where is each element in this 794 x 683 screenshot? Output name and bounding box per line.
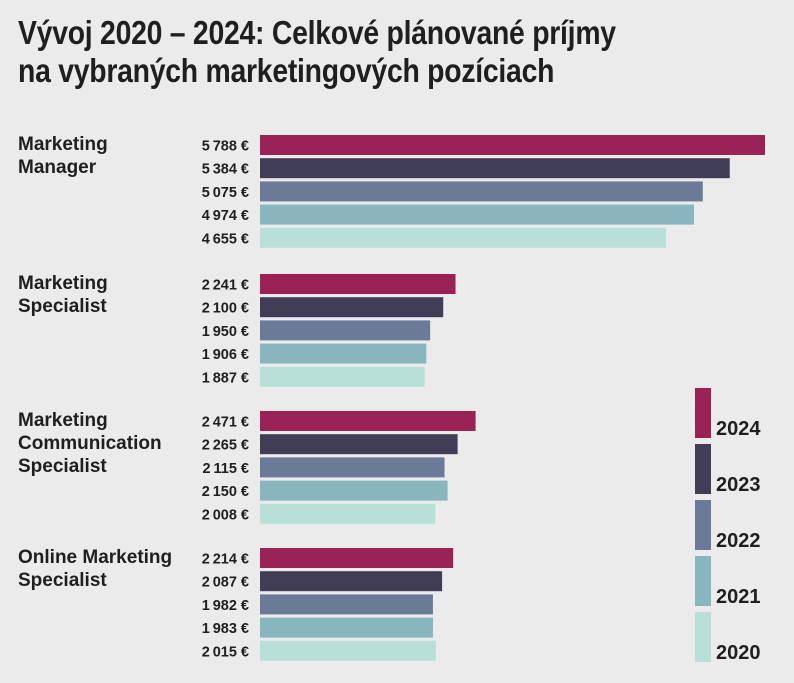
legend-label: 2024 (716, 418, 761, 440)
value-label: 1 982 € (202, 598, 249, 614)
legend-swatch-2023 (695, 444, 711, 494)
category-label-line: Manager (18, 157, 97, 178)
chart-title: Vývoj 2020 – 2024: Celkové plánované prí… (18, 14, 672, 90)
bar-2020 (260, 227, 667, 248)
category-label: Marketing Specialist (18, 273, 108, 317)
bar-2024 (260, 411, 476, 431)
value-label: 2 087 € (202, 575, 249, 591)
category-label: Marketing Communication Specialist (18, 410, 162, 477)
value-label: 2 015 € (202, 644, 249, 660)
value-label: 2 471 € (202, 415, 249, 431)
bar-2021 (260, 343, 427, 364)
value-label: 4 655 € (202, 231, 249, 247)
legend-label: 2021 (716, 586, 761, 608)
bar-2024 (260, 274, 456, 294)
bar-2020 (260, 503, 436, 524)
value-label: 1 906 € (202, 347, 249, 363)
legend-swatch-2022 (695, 500, 711, 550)
category-label-line: Online Marketing (18, 547, 172, 568)
bar-2024 (260, 548, 454, 568)
value-label: 5 075 € (202, 185, 249, 201)
bar-2021 (260, 480, 448, 501)
bar-2023 (260, 434, 458, 455)
value-label: 4 974 € (202, 208, 249, 224)
category-label: Online Marketing Specialist (18, 547, 172, 591)
bar-2022 (260, 457, 445, 478)
category-label-line: Marketing (18, 273, 108, 294)
bar-2020 (260, 640, 436, 661)
value-label: 1 887 € (202, 370, 249, 386)
value-label: 1 983 € (202, 621, 249, 637)
bar-2021 (260, 204, 694, 225)
bar-2021 (260, 617, 434, 638)
value-label: 5 788 € (202, 139, 249, 155)
legend-swatch-2020 (695, 612, 711, 662)
value-label: 2 008 € (202, 507, 249, 523)
bar-2023 (260, 158, 730, 179)
bar-2024 (260, 135, 765, 155)
bar-2022 (260, 181, 703, 202)
chart-title-line-2: na vybraných marketingových pozíciach (18, 52, 555, 89)
legend-label: 2020 (716, 642, 761, 664)
legend-label: 2023 (716, 474, 761, 496)
legend-swatch-2024 (695, 388, 711, 438)
category-label-line: Specialist (18, 456, 107, 477)
chart-title-line-1: Vývoj 2020 – 2024: Celkové plánované prí… (18, 14, 616, 51)
category-label-line: Communication (18, 433, 162, 454)
category-label-line: Marketing (18, 134, 108, 155)
legend-label: 2022 (716, 530, 761, 552)
bar-2022 (260, 320, 431, 341)
value-label: 2 265 € (202, 438, 249, 454)
bar-2023 (260, 571, 443, 592)
category-label-line: Specialist (18, 570, 107, 591)
bar-2023 (260, 297, 444, 318)
category-label: Marketing Manager (18, 134, 108, 178)
value-label: 1 950 € (202, 324, 249, 340)
value-label: 2 100 € (202, 301, 249, 317)
category-label-line: Marketing (18, 410, 108, 431)
value-label: 5 384 € (202, 162, 249, 178)
value-label: 2 214 € (202, 552, 249, 568)
category-label-line: Specialist (18, 296, 107, 317)
value-label: 2 150 € (202, 484, 249, 500)
legend-swatch-2021 (695, 556, 711, 606)
bar-2022 (260, 594, 433, 615)
bar-2020 (260, 366, 425, 387)
value-label: 2 115 € (203, 461, 249, 477)
value-label: 2 241 € (202, 278, 249, 294)
